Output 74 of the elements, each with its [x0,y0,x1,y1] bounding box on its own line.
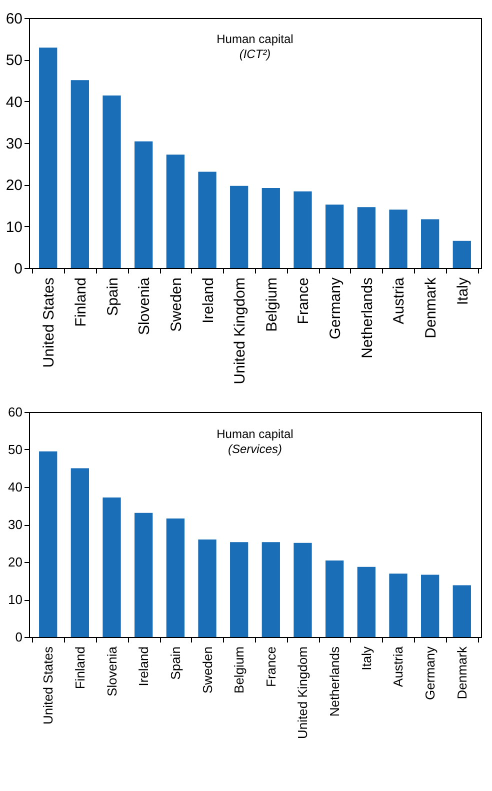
x-tick-label: Germany [422,646,438,700]
y-tick-label: 60 [6,10,22,28]
bar [357,566,376,637]
y-tick-label: 10 [6,218,22,236]
y-tick-label: 60 [8,404,22,420]
bar [166,154,184,268]
text: (ICT²) [239,47,271,61]
bar [326,560,344,637]
bar [39,48,58,268]
bar [70,80,89,268]
bar [421,574,440,637]
x-tick-label: France [263,646,278,687]
y-tick-label: 50 [8,442,22,457]
x-tick-label: Netherlands [327,646,342,717]
x-tick-label: Italy [454,277,472,306]
bar [421,219,440,268]
bar [452,240,471,268]
bar [198,540,216,637]
bar [357,207,376,268]
x-tick-label: Sweden [168,278,185,332]
x-tick-label: Austria [390,646,406,687]
bar [262,542,280,637]
x-tick-label: Slovenia [136,276,154,336]
bar [389,210,408,268]
bar [198,172,216,268]
x-tick-label: Sweden [200,646,215,694]
y-tick-label: 30 [6,136,22,152]
x-tick-label: Ireland [136,646,152,686]
x-tick-label: Belgium [263,278,280,332]
text: Human capital [216,427,294,441]
x-tick-label: Austria [390,276,408,324]
x-tick-label: Germany [327,277,344,340]
x-tick-label: Italy [358,646,374,670]
bar [134,512,153,637]
y-tick-label: 0 [15,630,22,644]
x-tick-label: Finland [72,278,90,327]
x-tick-label: Slovenia [104,646,120,696]
x-tick-label: Spain [168,646,183,680]
x-tick-label: United States [40,646,56,725]
y-tick-label: 40 [6,94,22,111]
x-tick-label: Denmark [422,277,440,338]
bar [389,574,408,637]
y-tick-label: 20 [6,177,22,194]
x-tick-label: Netherlands [358,278,376,358]
y-tick-label: 40 [8,480,22,494]
bar [294,542,312,637]
x-tick-label: France [295,278,312,324]
y-tick-label: 50 [6,52,22,70]
y-tick-label: 0 [14,260,22,278]
bar [452,585,471,637]
y-tick-label: 10 [8,592,22,607]
bar [294,191,312,268]
bar [230,542,248,637]
bar [70,468,89,637]
x-tick-label: Denmark [454,646,470,700]
bar [102,498,121,637]
text: (Services) [228,442,282,456]
y-tick-label: 30 [8,517,22,532]
bar [230,186,248,268]
x-tick-label: Belgium [232,646,247,694]
bar [102,96,121,268]
bar [134,141,153,268]
x-tick-label: Ireland [200,278,217,324]
y-tick-label: 20 [8,554,22,570]
x-tick-label: Spain [104,278,122,316]
text: Human capital [216,32,294,46]
x-tick-label: United States [40,278,58,368]
bar [166,518,184,637]
bar [262,188,280,268]
bar [326,204,344,268]
bar [39,451,58,637]
x-tick-label: United Kingdom [232,278,249,384]
x-tick-label: United Kingdom [295,646,310,739]
x-tick-label: Finland [72,646,88,690]
